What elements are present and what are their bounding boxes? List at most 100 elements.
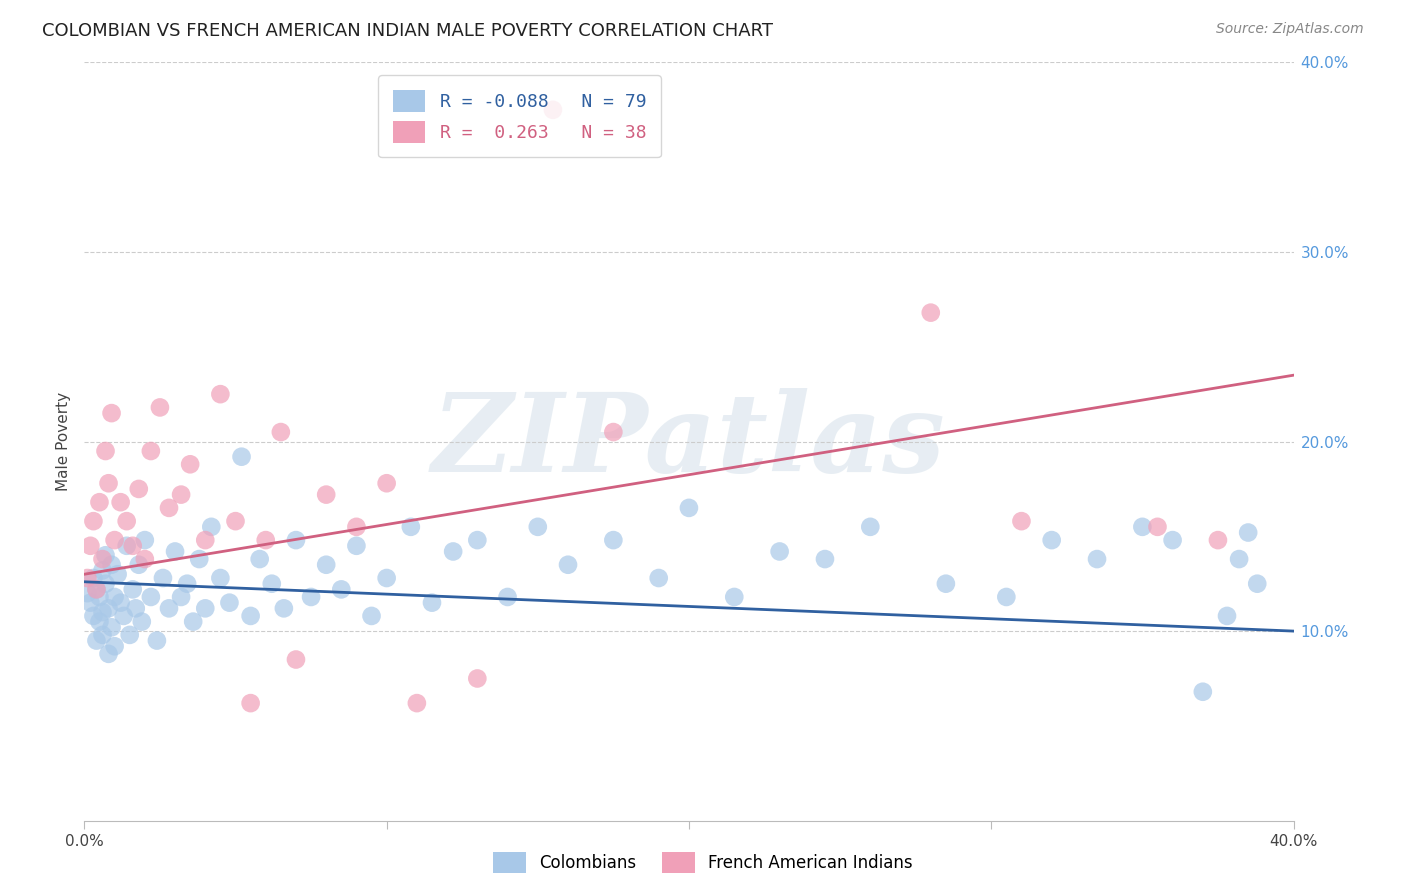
Text: COLOMBIAN VS FRENCH AMERICAN INDIAN MALE POVERTY CORRELATION CHART: COLOMBIAN VS FRENCH AMERICAN INDIAN MALE… [42,22,773,40]
Point [859,520,882,534]
Point [1161,533,1184,548]
Point [89,495,111,509]
Point [112,609,135,624]
Point [125,601,148,615]
Point [89,590,111,604]
Point [97,476,120,491]
Point [602,425,624,439]
Point [648,571,671,585]
Point [94,444,117,458]
Point [194,601,217,615]
Point [94,576,117,591]
Point [139,590,162,604]
Point [121,582,143,597]
Point [104,590,127,604]
Point [218,596,240,610]
Point [225,514,247,528]
Point [107,567,129,582]
Point [1237,525,1260,540]
Point [118,628,141,642]
Point [1246,576,1268,591]
Point [375,476,398,491]
Point [134,552,156,566]
Point [527,520,550,534]
Point [769,544,792,558]
Text: ZIPatlas: ZIPatlas [432,388,946,495]
Point [139,444,162,458]
Point [346,520,368,534]
Point [209,571,232,585]
Point [128,482,150,496]
Point [1040,533,1063,548]
Point [1011,514,1033,528]
Point [170,590,193,604]
Point [110,596,132,610]
Point [399,520,422,534]
Point [285,652,308,666]
Point [315,488,337,502]
Point [406,696,429,710]
Point [89,615,111,629]
Point [346,539,368,553]
Point [299,590,322,604]
Point [209,387,232,401]
Point [100,406,122,420]
Point [194,533,217,548]
Point [249,552,271,566]
Point [239,609,262,624]
Point [149,401,172,415]
Point [995,590,1018,604]
Point [146,633,169,648]
Point [91,628,114,642]
Point [273,601,295,615]
Point [360,609,382,624]
Point [181,615,204,629]
Point [76,586,98,600]
Point [1130,520,1153,534]
Point [100,620,122,634]
Point [441,544,464,558]
Point [131,615,153,629]
Point [152,571,174,585]
Point [467,533,489,548]
Legend: Colombians, French American Indians: Colombians, French American Indians [486,846,920,880]
Point [115,514,138,528]
Point [231,450,253,464]
Text: Source: ZipAtlas.com: Source: ZipAtlas.com [1216,22,1364,37]
Legend: R = -0.088   N = 79, R =  0.263   N = 38: R = -0.088 N = 79, R = 0.263 N = 38 [378,75,661,157]
Point [935,576,957,591]
Point [467,672,489,686]
Point [557,558,579,572]
Point [179,458,201,472]
Point [104,639,127,653]
Point [920,305,942,319]
Point [82,609,104,624]
Point [176,576,198,591]
Point [100,558,122,572]
Point [239,696,262,710]
Point [86,633,108,648]
Point [86,582,108,597]
Point [91,552,114,566]
Point [315,558,337,572]
Point [1206,533,1229,548]
Point [1192,685,1215,699]
Point [270,425,292,439]
Point [420,596,443,610]
Point [1146,520,1168,534]
Point [110,495,132,509]
Point [375,571,398,585]
Point [260,576,283,591]
Point [188,552,211,566]
Point [541,103,564,117]
Point [82,514,104,528]
Point [200,520,222,534]
Point [157,601,180,615]
Point [91,605,114,619]
Point [104,533,127,548]
Point [254,533,277,548]
Point [330,582,353,597]
Point [97,647,120,661]
Point [97,601,120,615]
Point [496,590,519,604]
